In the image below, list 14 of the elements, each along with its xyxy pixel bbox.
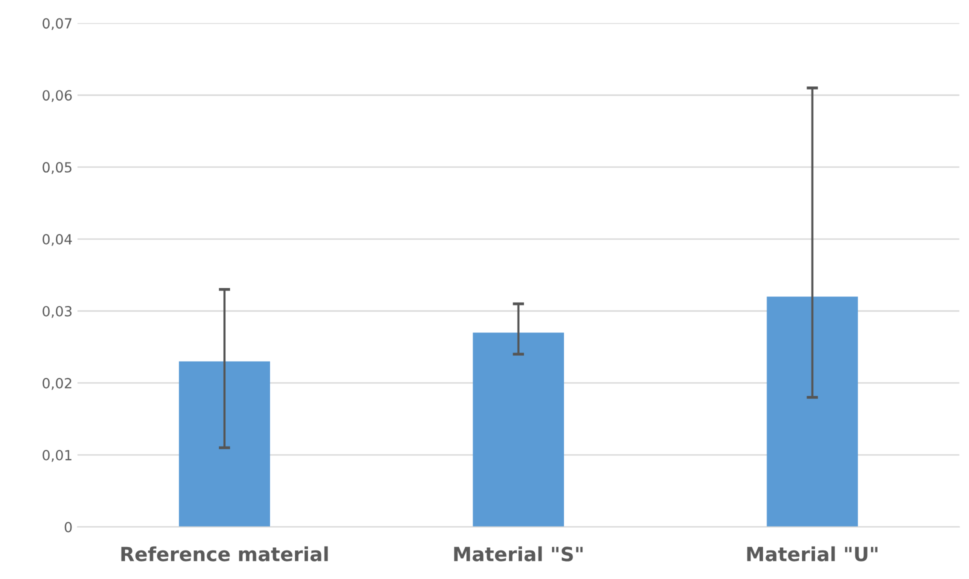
y-tick-label: 0: [64, 522, 72, 532]
x-tick-label: Material "U": [747, 546, 878, 562]
bar: [472, 332, 564, 527]
x-tick-label: Material "S": [454, 546, 583, 562]
y-tick-label: 0,01: [42, 450, 72, 462]
y-tick-label: 0,04: [42, 234, 72, 246]
y-tick-label: 0,07: [42, 18, 72, 30]
y-tick-label: 0,03: [42, 306, 72, 318]
bar: [766, 296, 858, 527]
bar: [178, 361, 270, 527]
y-tick-label: 0,02: [42, 378, 72, 390]
y-tick-label: 0,06: [42, 90, 72, 102]
x-tick-label: Reference material: [121, 546, 328, 562]
y-tick-label: 0,05: [42, 162, 72, 174]
